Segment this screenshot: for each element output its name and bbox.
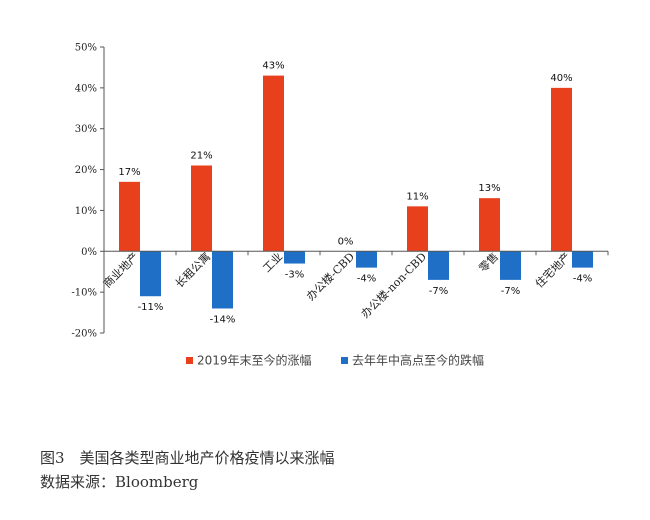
data-label: -3%	[285, 270, 304, 281]
bar-decrease	[140, 251, 161, 297]
y-tick-label: 0%	[81, 247, 97, 258]
bar-increase	[263, 75, 284, 252]
bar-decrease	[572, 251, 593, 268]
y-tick-label: 10%	[75, 206, 97, 217]
bar-decrease	[356, 251, 377, 268]
y-tick-label: 30%	[75, 124, 97, 135]
bar-decrease	[428, 251, 449, 280]
bar-decrease	[284, 251, 305, 264]
y-tick-label: -10%	[71, 288, 97, 299]
data-label: -7%	[429, 286, 448, 297]
x-category-label: 零售	[476, 250, 501, 275]
bar-decrease	[500, 251, 521, 280]
y-tick-label: 40%	[75, 83, 97, 94]
x-axis	[103, 250, 609, 256]
data-label: 11%	[406, 191, 428, 202]
data-label: -4%	[573, 274, 592, 285]
bar-increase	[191, 165, 212, 252]
bar-increase	[479, 198, 500, 252]
x-category-label: 办公楼-CBD	[303, 249, 357, 303]
y-tick-label: -20%	[71, 329, 97, 340]
data-label: -11%	[138, 302, 164, 313]
x-category-label: 住宅地产	[532, 250, 573, 291]
data-label: -4%	[357, 274, 376, 285]
x-category-label: 长租公寓	[172, 250, 213, 291]
data-label: 0%	[338, 236, 354, 247]
figure-caption: 图3 美国各类型商业地产价格疫情以来涨幅	[40, 449, 335, 467]
data-label: 13%	[478, 183, 500, 194]
y-tick-label: 20%	[75, 165, 97, 176]
data-source-note: 数据来源：Bloomberg	[40, 473, 199, 491]
legend-label: 去年年中高点至今的跌幅	[352, 353, 484, 368]
x-category-label: 商业地产	[100, 250, 141, 291]
data-label: 17%	[118, 167, 140, 178]
legend-label: 2019年末至今的涨幅	[197, 353, 312, 368]
bars	[119, 75, 593, 309]
bar-increase	[119, 181, 140, 252]
y-tick-label: 50%	[75, 43, 97, 54]
data-label: 40%	[550, 73, 572, 84]
data-label: 43%	[262, 61, 284, 72]
x-category-label: 工业	[260, 250, 285, 275]
legend-swatch	[186, 357, 193, 364]
bar-decrease	[212, 251, 233, 309]
legend-swatch	[341, 357, 348, 364]
bar-increase	[407, 206, 428, 252]
bar-increase	[551, 87, 572, 252]
data-label: 21%	[190, 150, 212, 161]
bar-chart: 50% 40% 30% 20% 10% 0% -10% -20% 商业地产 长租公寓 工业 办公楼-…	[71, 43, 609, 368]
data-labels: 17% -11% 21% -14% 43% -3% 0% -4% 11% -7% 13% -7% 40%…	[118, 61, 592, 326]
legend: 2019年末至今的涨幅 去年年中高点至今的跌幅	[186, 353, 484, 368]
data-label: -7%	[501, 286, 520, 297]
y-axis: 50% 40% 30% 20% 10% 0% -10% -20%	[71, 43, 105, 340]
data-label: -14%	[210, 314, 236, 325]
